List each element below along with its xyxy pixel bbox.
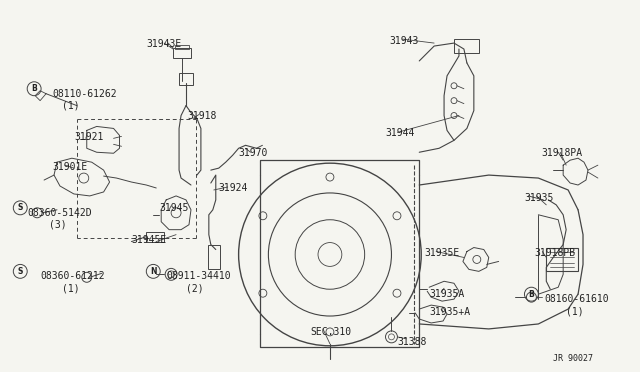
Text: 31943E: 31943E — [147, 39, 182, 49]
Text: 08360-5142D: 08360-5142D — [28, 208, 92, 218]
Text: 31935: 31935 — [524, 193, 554, 203]
Text: (1): (1) — [62, 283, 79, 293]
Text: 08110-61262: 08110-61262 — [52, 89, 116, 99]
Text: 08160-61610: 08160-61610 — [544, 294, 609, 304]
Bar — [454, 39, 479, 53]
Text: JR 90027: JR 90027 — [553, 354, 593, 363]
Text: (1): (1) — [566, 306, 584, 316]
Text: 31943: 31943 — [390, 36, 419, 46]
Text: N: N — [150, 267, 157, 276]
Bar — [547, 247, 578, 271]
Bar — [147, 232, 164, 241]
Bar — [175, 45, 189, 49]
Text: S: S — [17, 203, 23, 212]
Text: B: B — [31, 84, 37, 93]
Text: 31935A: 31935A — [429, 289, 465, 299]
Text: (2): (2) — [186, 283, 204, 293]
Text: 31918PB: 31918PB — [534, 247, 575, 257]
Bar — [208, 244, 220, 269]
Text: B: B — [529, 290, 534, 299]
Text: SEC.310: SEC.310 — [310, 327, 351, 337]
Text: 31918PA: 31918PA — [541, 148, 582, 158]
Text: 08911-34410: 08911-34410 — [166, 271, 231, 281]
Text: (3): (3) — [49, 220, 67, 230]
Bar — [179, 73, 193, 85]
Text: 31918: 31918 — [187, 110, 216, 121]
Text: S: S — [17, 267, 23, 276]
Text: 31935E: 31935E — [424, 247, 460, 257]
Text: 31901E: 31901E — [52, 162, 87, 172]
Text: 08360-61212: 08360-61212 — [40, 271, 105, 281]
Text: 31388: 31388 — [397, 337, 427, 347]
Text: 31945: 31945 — [159, 203, 189, 213]
Text: 31924: 31924 — [219, 183, 248, 193]
Text: 31945E: 31945E — [131, 235, 166, 245]
Bar — [173, 48, 191, 58]
Text: 31970: 31970 — [239, 148, 268, 158]
Text: 31944: 31944 — [385, 128, 415, 138]
Text: 31935+A: 31935+A — [429, 307, 470, 317]
Text: 31921: 31921 — [75, 132, 104, 142]
Text: (1): (1) — [62, 101, 79, 110]
